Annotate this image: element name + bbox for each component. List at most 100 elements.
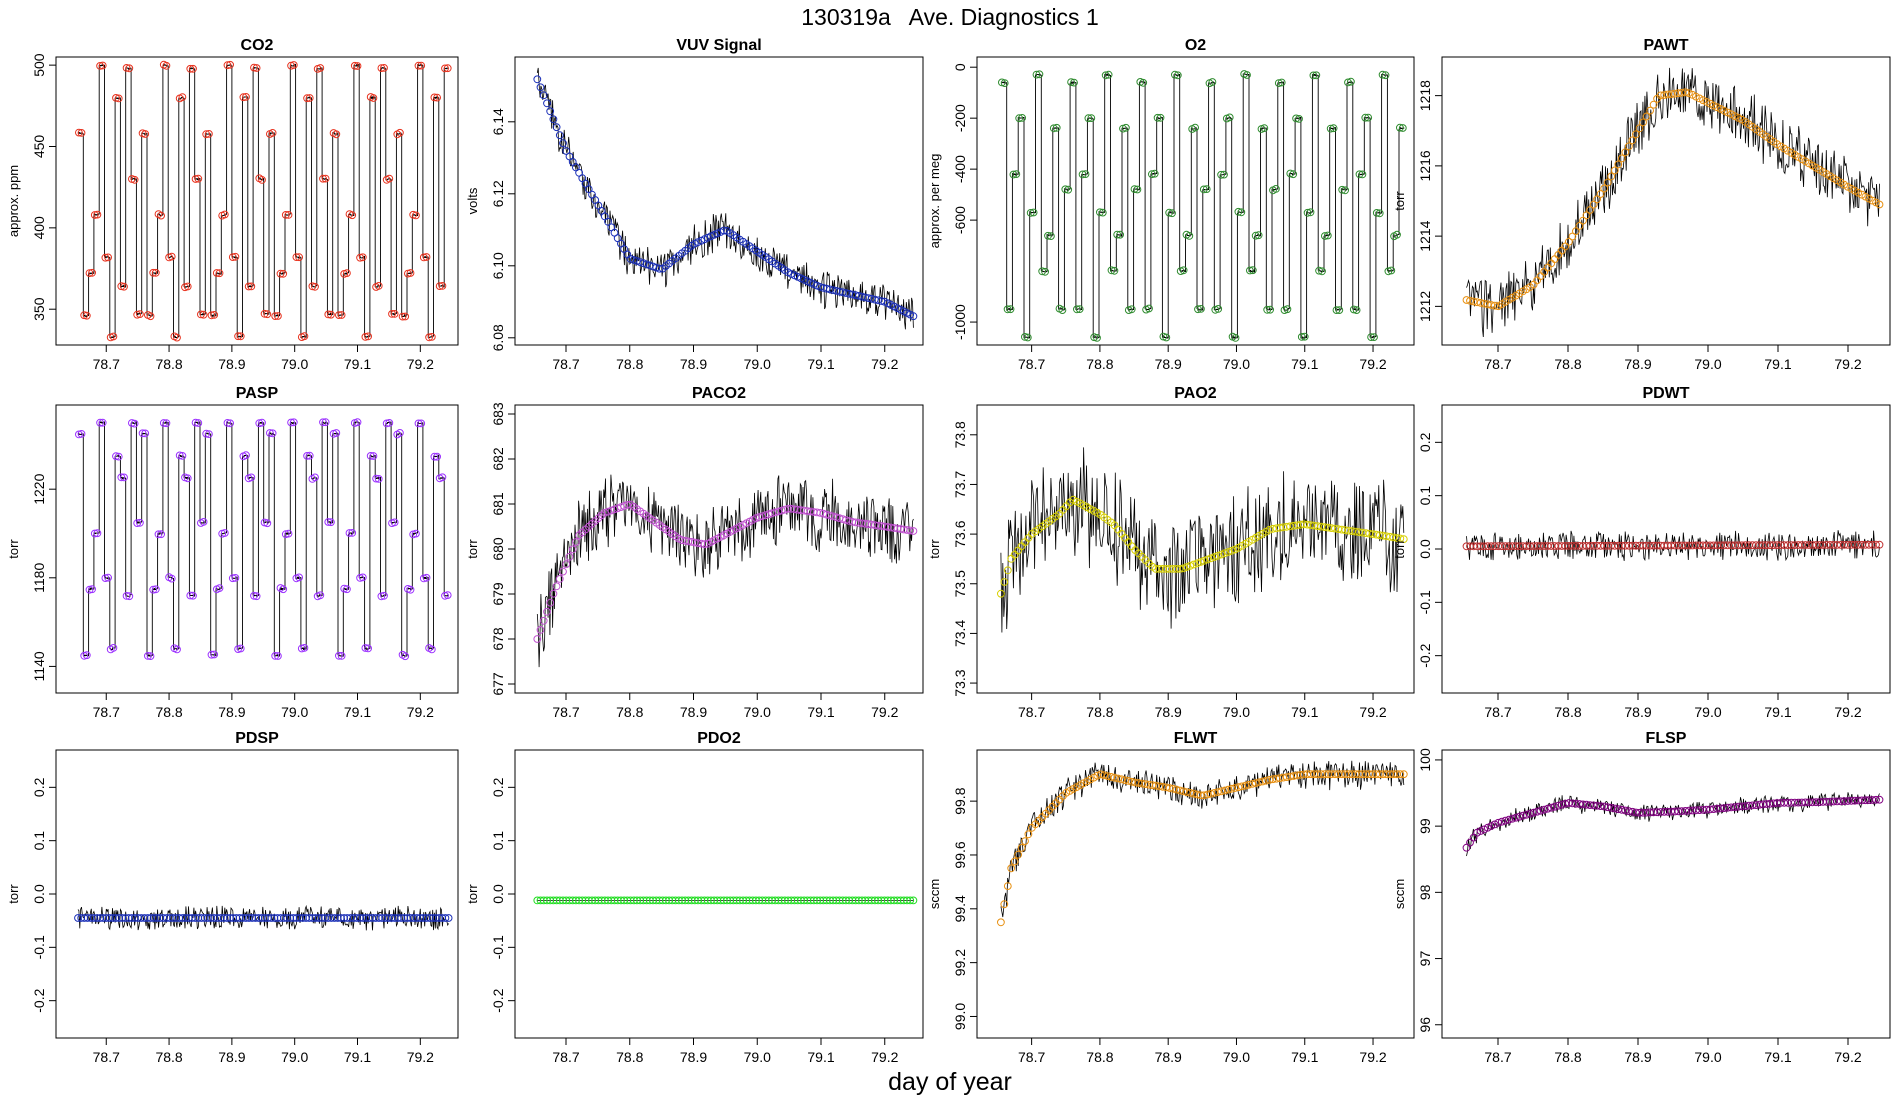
panel-pdsp-point — [359, 914, 368, 922]
panel-pasp-xtick-label: 78.8 — [155, 704, 182, 720]
panel-pasp-point — [380, 591, 388, 600]
panel-co2-point — [125, 64, 134, 73]
panel-pawt-point — [1603, 178, 1612, 187]
panel-pdsp-frame — [55, 749, 459, 1039]
panel-co2-point — [279, 269, 288, 278]
panel-pasp-point — [427, 645, 436, 654]
panel-o2-point — [1237, 208, 1246, 217]
panel-paco2-series-line — [536, 474, 914, 668]
panel-pdsp-point — [181, 914, 190, 922]
panel-paco2-point — [562, 560, 571, 569]
panel-co2-point — [401, 312, 410, 321]
panel-pawt-point — [1614, 160, 1623, 169]
panel-co2-point — [369, 94, 378, 102]
panel-co2-point — [319, 174, 327, 183]
panel-pasp-point — [175, 451, 184, 460]
panel-flsp-xtick-label: 78.8 — [1554, 1049, 1581, 1065]
panel-o2-point — [1217, 170, 1225, 179]
panel-o2-point — [1321, 232, 1329, 240]
panel-flsp-point — [1494, 818, 1503, 827]
panel-o2-point — [1234, 207, 1243, 216]
panel-o2-point — [1029, 208, 1038, 217]
panel-pasp-point — [231, 574, 240, 582]
panel-pawt-point — [1621, 148, 1630, 157]
panel-pasp-point — [356, 574, 365, 582]
panel-pdwt-xtick-label: 79.1 — [1764, 704, 1791, 720]
panel-o2-point — [1130, 185, 1139, 194]
panel-co2-point — [178, 93, 187, 101]
panel-co2-point — [167, 252, 176, 261]
panel-pasp-point — [255, 419, 264, 428]
panel-flsp-point — [1603, 803, 1612, 812]
panel-o2-point — [1006, 305, 1015, 314]
panel-o2-xtick-label: 78.9 — [1155, 356, 1182, 372]
panel-o2-point — [1162, 333, 1171, 342]
panel-pao2-ytick-label: 73.8 — [952, 421, 968, 448]
panel-pasp-point — [144, 652, 152, 660]
panel-pdsp-chart: PDSP torr 78.7 78.8 78.9 79.0 79.1 79.2 -0.2 -0.1… — [6, 730, 459, 1065]
panel-pdsp-xtick-label: 79.2 — [407, 1049, 434, 1065]
panel-pawt-xtick-label: 78.7 — [1484, 356, 1511, 372]
panel-o2-point — [1009, 170, 1018, 179]
panel-co2-point — [406, 269, 415, 277]
panel-pdwt-ytick-label: 0.0 — [1417, 539, 1433, 559]
panel-paco2-point — [906, 526, 915, 535]
panel-co2-point — [353, 62, 362, 70]
panel-co2-point — [388, 310, 396, 318]
panel-pdsp-point — [172, 914, 181, 922]
panel-o2-point — [1274, 79, 1283, 87]
panel-o2-point — [1075, 305, 1084, 314]
panel-o2-point — [1295, 115, 1303, 123]
panel-o2-point — [1194, 305, 1202, 314]
panel-pao2-point — [1213, 551, 1222, 560]
panel-pasp-point — [422, 573, 431, 582]
panel-o2-point — [1015, 114, 1024, 123]
panel-co2-point — [231, 252, 240, 261]
panel-o2-point — [1021, 333, 1029, 341]
panel-co2-point — [300, 332, 309, 341]
panel-co2-point — [396, 128, 404, 137]
panel-pasp-point — [149, 585, 158, 594]
panel-pdwt-title: PDWT — [1642, 385, 1689, 402]
panel-paco2-chart: PACO2 torr 78.7 78.8 78.9 79.0 79.1 79.2 677 678 6… — [465, 385, 924, 720]
panel-pasp-point — [332, 429, 341, 437]
panel-co2-point — [303, 94, 312, 103]
panel-pasp-point — [385, 419, 394, 427]
panel-o2-point — [1272, 185, 1280, 193]
panel-vuv-point — [536, 83, 545, 92]
panel-pawt-point — [1589, 200, 1598, 209]
panel-co2-point — [292, 253, 301, 262]
panel-o2-point — [1378, 70, 1387, 79]
panel-co2-point — [149, 268, 158, 277]
panel-co2-point — [332, 130, 341, 139]
panel-pasp-point — [353, 418, 362, 427]
panel-pasp-point — [417, 419, 426, 428]
panel-o2-point — [1344, 78, 1352, 87]
panel-pao2-point — [1000, 578, 1009, 586]
panel-co2-point — [260, 309, 269, 318]
panel-o2-point — [1168, 209, 1176, 218]
panel-co2-point — [212, 269, 221, 277]
panel-pao2-point — [1203, 555, 1212, 564]
panel-vuv-ytick-label: 6.14 — [490, 108, 506, 135]
panel-flsp-point — [1505, 815, 1513, 824]
panel-co2-frame — [55, 56, 459, 346]
panel-pdwt-ytick-label: 0.2 — [1417, 432, 1433, 452]
panel-pasp-point — [178, 452, 187, 460]
panel-pasp-point — [345, 529, 354, 537]
panel-pasp-xtick-label: 78.9 — [218, 704, 245, 720]
panel-o2-ytick-label: -600 — [952, 206, 968, 234]
panel-pasp-point — [112, 452, 120, 461]
panel-o2-point — [1289, 170, 1298, 179]
panel-co2-point — [117, 282, 126, 291]
panel-co2-point — [120, 282, 128, 291]
panel-flsp-point — [1526, 809, 1534, 818]
panel-co2-point — [226, 60, 235, 69]
panel-pasp-point — [406, 585, 415, 594]
panel-o2-point — [1127, 305, 1136, 314]
panel-co2-xtick-label: 79.2 — [407, 356, 434, 372]
panel-pasp-ylabel: torr — [6, 539, 21, 559]
panel-flwt-point — [1000, 900, 1009, 909]
panel-pawt-xtick-label: 78.8 — [1554, 356, 1581, 372]
